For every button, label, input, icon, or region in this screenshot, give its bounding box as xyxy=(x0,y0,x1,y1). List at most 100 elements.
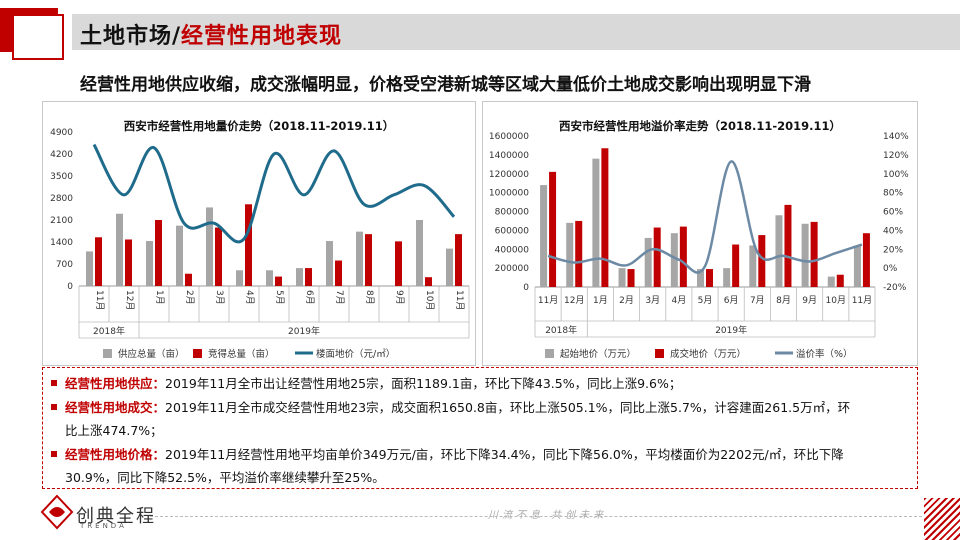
bar-red xyxy=(706,269,713,287)
x-tick-label: 5月 xyxy=(698,295,713,306)
y-tick-label: 4900 xyxy=(50,128,73,138)
bar-gray xyxy=(566,222,574,287)
bar-gray xyxy=(801,223,809,287)
paragraph-price: 经营性用地价格：2019年11月经营性用地平均亩单价349万元/亩，环比下降34… xyxy=(51,443,905,489)
brand-name: 创典全程 xyxy=(76,506,156,527)
bar-red xyxy=(653,227,661,287)
bar-red xyxy=(758,235,766,287)
x-tick-label: 9月 xyxy=(394,290,405,305)
bar-red xyxy=(836,274,844,287)
x-tick-label: 12月 xyxy=(124,290,135,310)
paragraph-deal: 经营性用地成交：2019年11月全市成交经营性用地23宗，成交面积1650.8亩… xyxy=(51,396,905,442)
bar-gray xyxy=(853,245,861,287)
chart-title: 西安市经营性用地溢价率走势（2018.11-2019.11） xyxy=(558,119,842,133)
legend-swatch xyxy=(103,349,112,358)
paragraph-supply: 经营性用地供应：2019年11月全市出让经营性用地25宗，面积1189.1亩，环… xyxy=(51,372,905,395)
x-tick-label: 3月 xyxy=(214,290,225,305)
x-tick-label: 10月 xyxy=(826,295,846,306)
bar-gray xyxy=(356,231,363,286)
x-tick-label: 11月 xyxy=(454,290,465,310)
y-tick-label: 3500 xyxy=(50,172,73,182)
bar-red xyxy=(784,204,792,287)
legend-label: 供应总量（亩） xyxy=(118,348,185,360)
summary-panel: 经营性用地供应：2019年11月全市出让经营性用地25宗，面积1189.1亩，环… xyxy=(42,367,918,489)
legend-label: 起始地价（万元） xyxy=(560,348,636,360)
x-tick-label: 2月 xyxy=(184,290,195,305)
x-tick-label: 7月 xyxy=(750,295,765,306)
year-label: 2019年 xyxy=(715,324,747,336)
x-tick-label: 9月 xyxy=(802,295,817,306)
chart-volume-price: 西安市经营性用地量价走势（2018.11-2019.11） 4900 4200 35… xyxy=(42,101,476,366)
x-tick-label: 10月 xyxy=(424,290,435,310)
x-tick-label: 8月 xyxy=(364,290,375,305)
header-frame xyxy=(12,14,64,60)
brand-subtitle: TRENDA xyxy=(80,522,127,530)
bar-red xyxy=(395,241,402,286)
bar-red xyxy=(425,277,432,286)
y-tick-label: 1600000 xyxy=(489,132,529,142)
series-line xyxy=(92,143,456,244)
chart-svg: 4900 4200 3500 2800 2100 1400 700 0 11月 12月 1月 2月 3月… xyxy=(50,128,470,360)
bar-red xyxy=(549,171,557,287)
bar-gray xyxy=(618,268,626,287)
chart-title: 西安市经营性用地量价走势（2018.11-2019.11） xyxy=(123,119,395,133)
y-tick-label: 700 xyxy=(56,260,73,270)
bar-red xyxy=(732,244,740,287)
y-tick-label: 2100 xyxy=(50,216,73,226)
x-tick-label: 5月 xyxy=(274,290,285,305)
bar-gray xyxy=(644,237,652,287)
x-tick-label: 6月 xyxy=(304,290,315,305)
bar-gray xyxy=(723,268,731,287)
x-tick-label: 4月 xyxy=(244,290,255,305)
y2-tick-label: 40% xyxy=(883,226,903,236)
bar-gray xyxy=(670,233,678,287)
chart-premium-rate: 西安市经营性用地溢价率走势（2018.11-2019.11） 1600000 14… xyxy=(482,101,918,366)
footer-divider xyxy=(150,516,922,518)
year-label: 2019年 xyxy=(288,325,320,337)
bar-gray xyxy=(697,269,704,287)
x-tick-label: 7月 xyxy=(334,290,345,305)
legend-swatch xyxy=(545,349,554,358)
bar-gray xyxy=(416,220,423,286)
bar-gray xyxy=(236,270,243,286)
x-tick-label: 11月 xyxy=(852,295,872,306)
y-tick-label: 200000 xyxy=(495,264,530,274)
slogan: 川流不息 共创未来 xyxy=(488,510,608,521)
bar-gray xyxy=(540,185,548,287)
bullet-icon xyxy=(51,380,57,386)
bar-red xyxy=(185,273,192,286)
bar-gray xyxy=(296,268,303,286)
y-tick-label: 1000000 xyxy=(489,189,529,199)
bar-red xyxy=(275,276,282,286)
bar-red xyxy=(810,221,818,287)
x-tick-label: 4月 xyxy=(671,295,686,306)
page-title: 土地市场/经营性用地表现 xyxy=(80,24,343,49)
y-tick-label: 600000 xyxy=(495,226,530,236)
legend-label: 楼面地价（元/㎡） xyxy=(316,348,395,360)
x-tick-label: 2月 xyxy=(619,295,634,306)
bar-red xyxy=(335,260,342,286)
legend-label: 成交地价（万元） xyxy=(670,348,746,360)
bar-red xyxy=(679,226,687,287)
bar-red xyxy=(305,268,312,286)
y-tick-label: 800000 xyxy=(495,208,530,218)
bar-red xyxy=(455,234,462,286)
y-tick-label: 1400 xyxy=(50,238,73,248)
title-bar xyxy=(72,14,960,50)
bar-gray xyxy=(206,207,213,286)
legend-swatch xyxy=(655,349,664,358)
bar-gray xyxy=(592,158,600,287)
legend-label: 竞得总量（亩） xyxy=(208,348,275,360)
y-tick-label: 400000 xyxy=(495,245,530,255)
bullet-icon xyxy=(51,451,57,457)
bar-gray xyxy=(116,213,123,286)
bar-gray xyxy=(86,251,93,286)
x-tick-label: 1月 xyxy=(593,295,608,306)
bar-gray xyxy=(326,241,333,286)
bar-gray xyxy=(176,225,183,286)
y-tick-label: 1200000 xyxy=(489,170,529,180)
y-tick-label: 1400000 xyxy=(489,151,529,161)
bar-red xyxy=(125,239,132,286)
bar-gray xyxy=(446,248,453,286)
bar-gray xyxy=(749,245,757,287)
